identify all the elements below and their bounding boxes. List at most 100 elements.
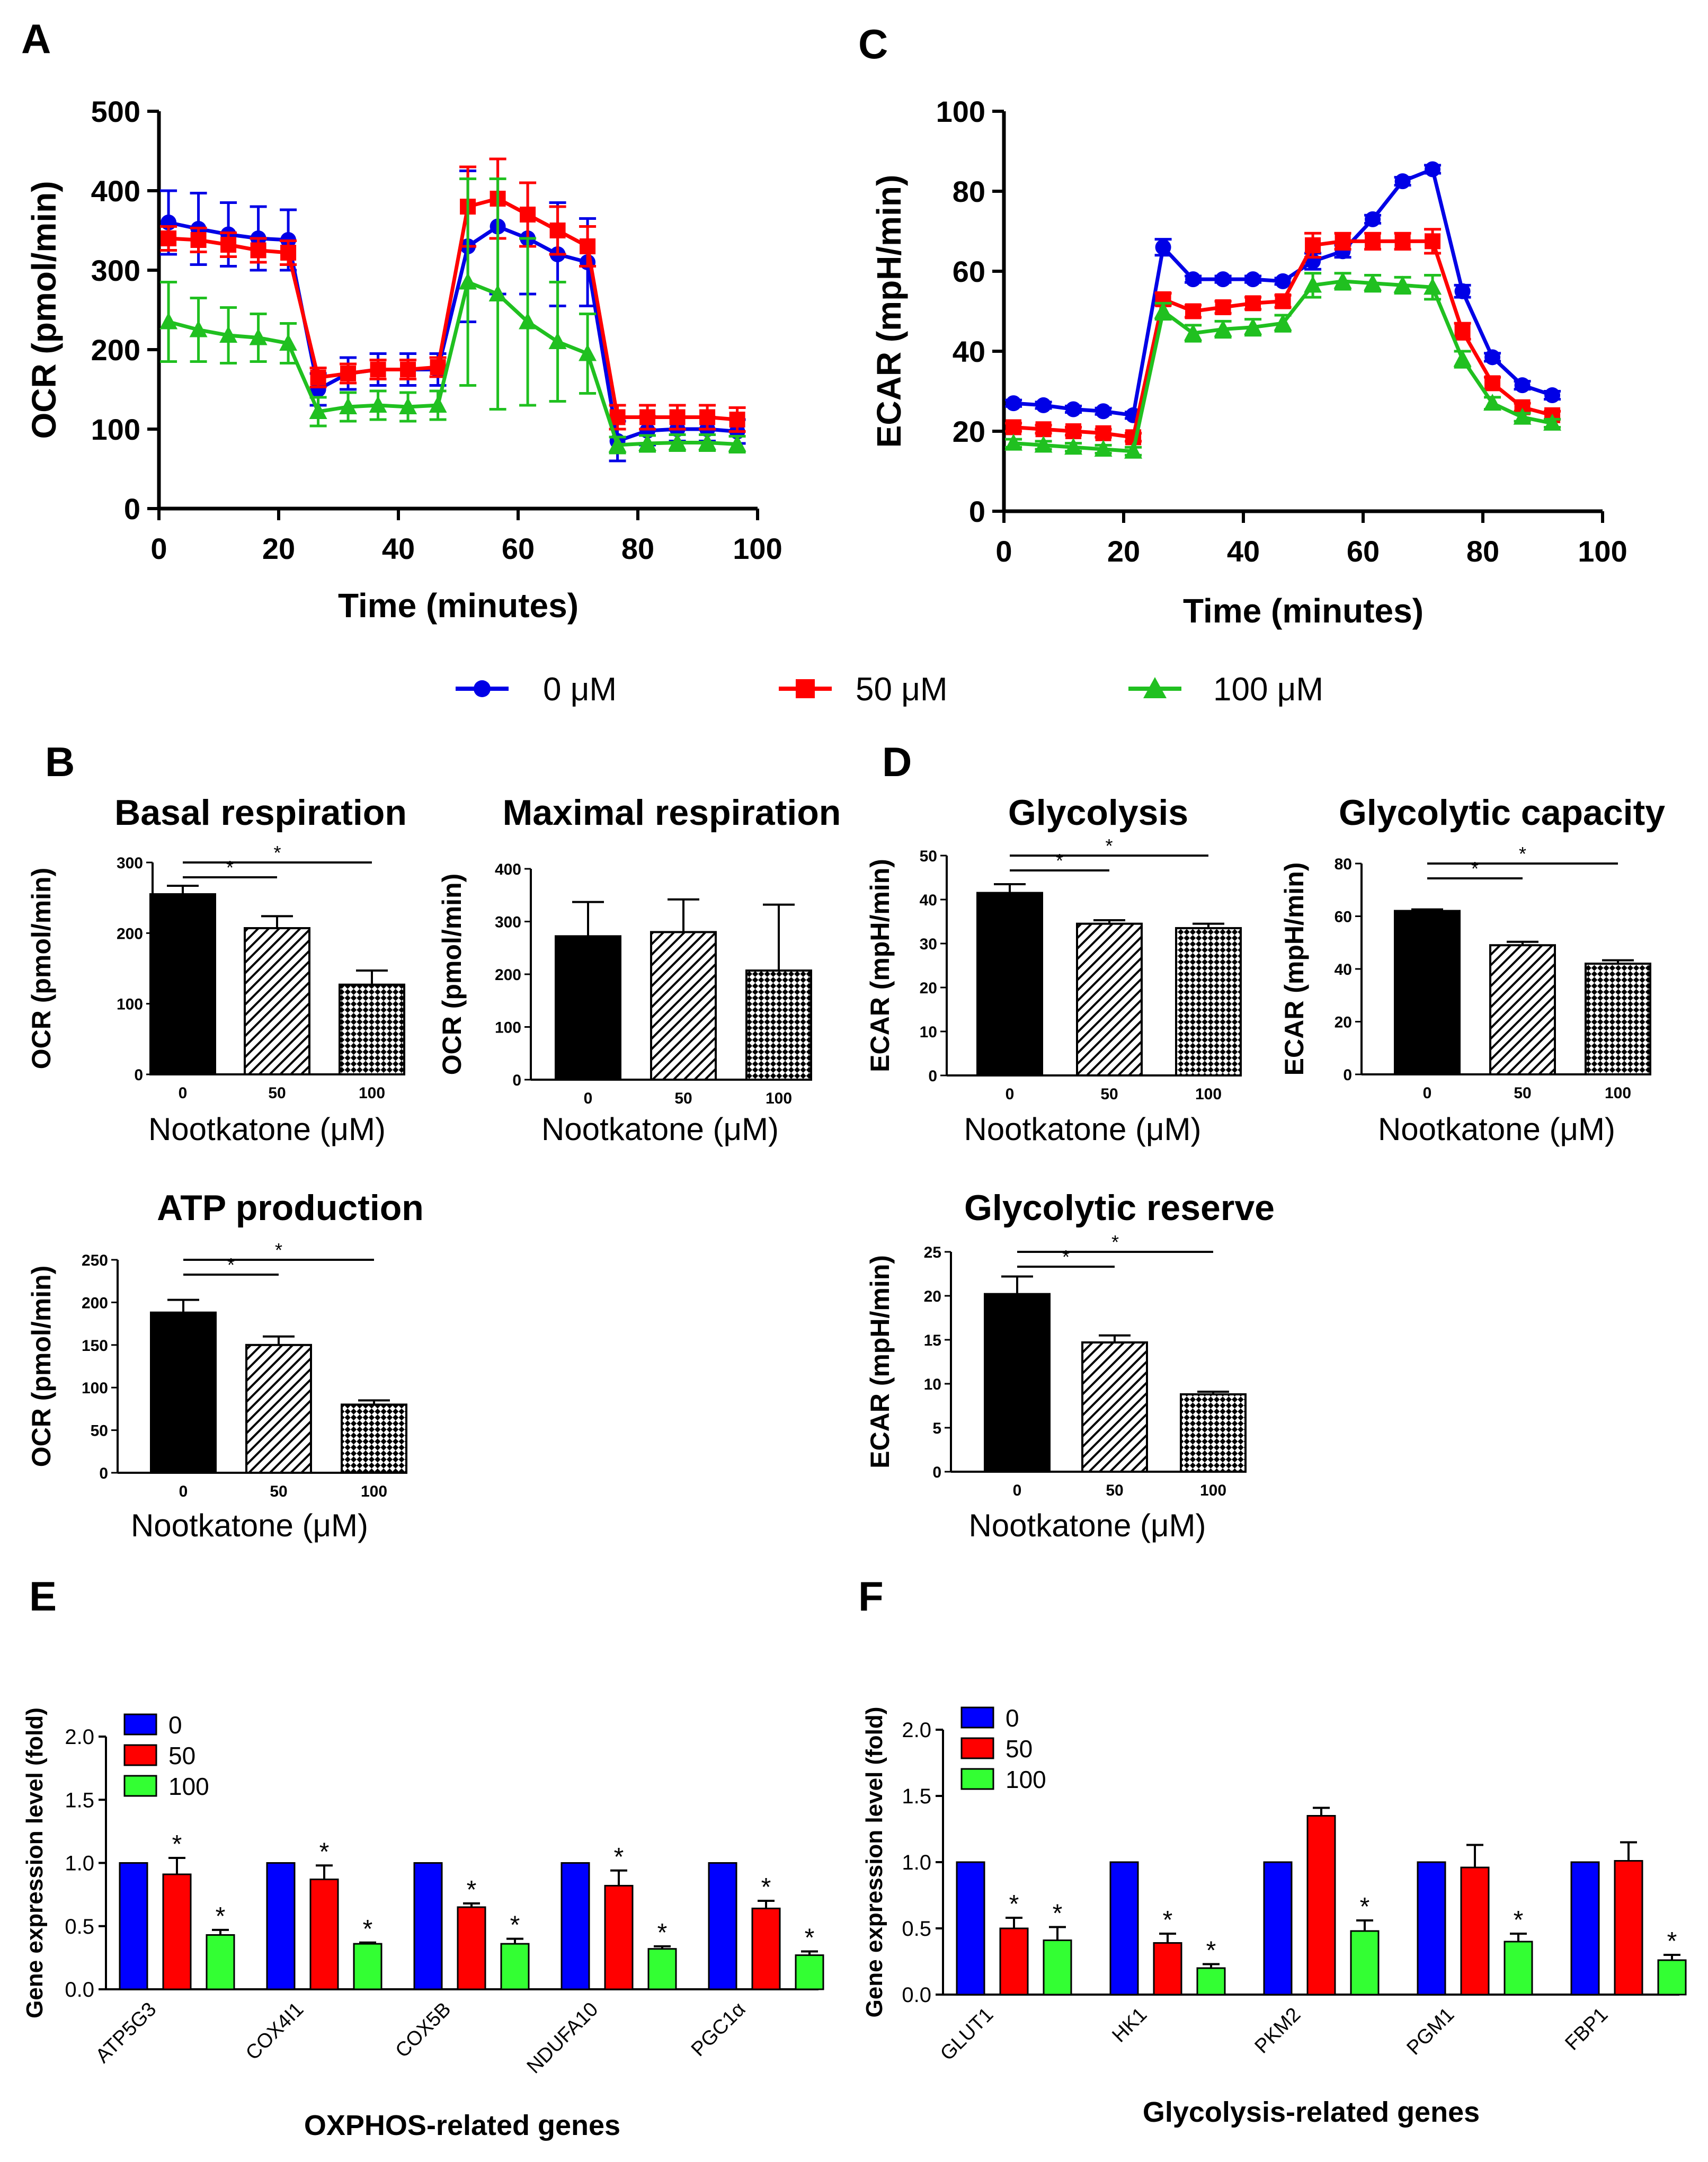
panel-label-b: B xyxy=(45,739,75,785)
reserve-xtick-label: 50 xyxy=(1106,1482,1123,1499)
ocr-point xyxy=(519,312,537,330)
basal-xtick-label: 0 xyxy=(179,1084,188,1102)
basal-ytick-label: 0 xyxy=(134,1066,143,1084)
ecar-point xyxy=(1513,407,1532,425)
ecar-point xyxy=(1154,301,1172,319)
ecar-point xyxy=(1393,275,1412,293)
glyco-bar-GLUT1-0 xyxy=(956,1861,985,1996)
legend-label-50uM: 50 μM xyxy=(856,671,948,708)
capacity-xtick-label: 0 xyxy=(1423,1084,1432,1102)
ocr-point xyxy=(159,312,178,330)
legend-label-100uM: 100 μM xyxy=(1213,671,1323,708)
ecar-point xyxy=(1543,413,1562,431)
glyco-y-title: Gene expression level (fold) xyxy=(861,1707,887,2018)
ecar-point xyxy=(1185,271,1202,288)
glycolysis-ytick-label: 0 xyxy=(928,1067,937,1085)
oxphos-legend-swatch-0 xyxy=(123,1713,157,1736)
ocr-point xyxy=(729,412,745,428)
ocr-chart: 0 100 200 300 400 500 0 20 40 60 80 100 Time (minute… xyxy=(25,95,782,625)
atp-sig-star: * xyxy=(275,1239,282,1261)
ocr-point xyxy=(400,361,416,378)
ecar-point xyxy=(1483,394,1502,411)
ocr-xtick-label: 40 xyxy=(382,532,415,565)
ocr-point xyxy=(280,245,297,261)
oxphos-sig-star: * xyxy=(761,1873,771,1901)
ecar-point xyxy=(1244,317,1262,335)
ocr-xtick-label: 80 xyxy=(621,532,654,565)
reserve-ytick-label: 10 xyxy=(924,1376,941,1393)
glyco-legend-swatch-50 xyxy=(960,1737,994,1759)
oxphos-ytick-label: 0.0 xyxy=(65,1978,94,2001)
reserve-title: Glycolytic reserve xyxy=(964,1188,1275,1228)
glycolysis-ytick-label: 10 xyxy=(920,1024,937,1041)
ocr-point xyxy=(728,434,746,452)
ecar-point xyxy=(1333,271,1352,289)
glyco-legend-label-100: 100 xyxy=(1006,1766,1046,1793)
ocr-ytick-label: 200 xyxy=(91,333,140,367)
capacity-bar-100 xyxy=(1585,963,1651,1076)
series-legend: 0 μM 50 μM 100 μM xyxy=(456,671,1323,708)
glyco-bar-HK1-50 xyxy=(1153,1942,1182,1996)
glyco-xtick-label: FBP1 xyxy=(1561,2004,1612,2055)
ocr-ytick-label: 100 xyxy=(91,413,140,446)
ocr-ytick-label: 0 xyxy=(124,492,140,526)
ecar-point xyxy=(1185,303,1202,319)
oxphos-x-title: OXPHOS-related genes xyxy=(304,2110,620,2141)
ecar-point xyxy=(1364,273,1382,291)
panel-label-d: D xyxy=(882,739,912,785)
capacity-xtick-label: 50 xyxy=(1514,1084,1531,1102)
atp-ytick-label: 200 xyxy=(82,1294,108,1312)
glyco-bar-GLUT1-50 xyxy=(999,1927,1029,1996)
reserve-chart: Glycolytic reserve 0 5 10 15 20 25 0 50 100 * * Noot… xyxy=(865,1188,1275,1543)
oxphos-xtick-label: COX5B xyxy=(392,1998,456,2062)
glyco-sig-star: * xyxy=(1514,1906,1524,1934)
ecar-point xyxy=(1095,403,1111,420)
glyco-sig-star: * xyxy=(1206,1937,1216,1965)
basal-ytick-label: 200 xyxy=(117,925,143,942)
glyco-ytick-label: 0.0 xyxy=(902,1983,931,2007)
glycolysis-chart: Glycolysis 0 10 20 30 40 50 0 50 100 * * Nootkatone … xyxy=(865,793,1242,1147)
ecar-point xyxy=(1214,319,1232,337)
glycolysis-ytick-label: 50 xyxy=(920,848,937,865)
ecar-point xyxy=(1484,375,1501,392)
legend-marker-100uM xyxy=(1143,677,1167,698)
glyco-bar-PKM2-100 xyxy=(1350,1930,1380,1996)
ecar-point xyxy=(1006,419,1022,435)
capacity-ytick-label: 80 xyxy=(1335,856,1352,873)
ocr-point xyxy=(699,409,716,425)
glyco-legend-swatch-100 xyxy=(960,1768,994,1790)
capacity-ytick-label: 0 xyxy=(1343,1066,1352,1084)
ocr-point xyxy=(429,396,447,413)
oxphos-bar-ATP5G3-50 xyxy=(162,1873,192,1990)
ocr-point xyxy=(639,409,656,425)
atp-ytick-label: 250 xyxy=(82,1252,108,1269)
glyco-xtick-label: HK1 xyxy=(1108,2004,1151,2047)
reserve-xtick-label: 0 xyxy=(1013,1482,1022,1499)
ecar-point xyxy=(1035,421,1052,438)
capacity-sig-star: * xyxy=(1471,858,1479,879)
basal-ytick-label: 100 xyxy=(117,996,143,1013)
ecar-point xyxy=(1245,295,1261,312)
ocr-point xyxy=(399,397,417,414)
capacity-sig-star: * xyxy=(1519,843,1526,865)
atp-y-title: OCR (pmol/min) xyxy=(26,1266,56,1467)
ocr-point xyxy=(488,284,507,301)
ecar-point xyxy=(1454,283,1471,299)
capacity-ytick-label: 20 xyxy=(1335,1014,1352,1031)
capacity-title: Glycolytic capacity xyxy=(1339,793,1665,833)
ecar-point xyxy=(1094,439,1113,457)
ocr-point xyxy=(279,334,298,351)
ecar-point xyxy=(1065,423,1082,439)
oxphos-ytick-label: 0.5 xyxy=(65,1915,94,1938)
ecar-point xyxy=(1394,173,1411,190)
oxphos-xtick-label: COX4I1 xyxy=(242,1998,308,2065)
glyco-bar-HK1-100 xyxy=(1196,1967,1226,1996)
capacity-bar-0 xyxy=(1394,910,1461,1076)
oxphos-bar-COX5B-0 xyxy=(413,1862,443,1990)
glycolysis-title: Glycolysis xyxy=(1008,793,1188,833)
reserve-bar-100 xyxy=(1180,1393,1247,1473)
oxphos-bar-COX4I1-0 xyxy=(266,1862,296,1990)
oxphos-sig-star: * xyxy=(319,1838,330,1866)
oxphos-legend-swatch-50 xyxy=(123,1744,157,1766)
ecar-point xyxy=(1544,387,1561,404)
